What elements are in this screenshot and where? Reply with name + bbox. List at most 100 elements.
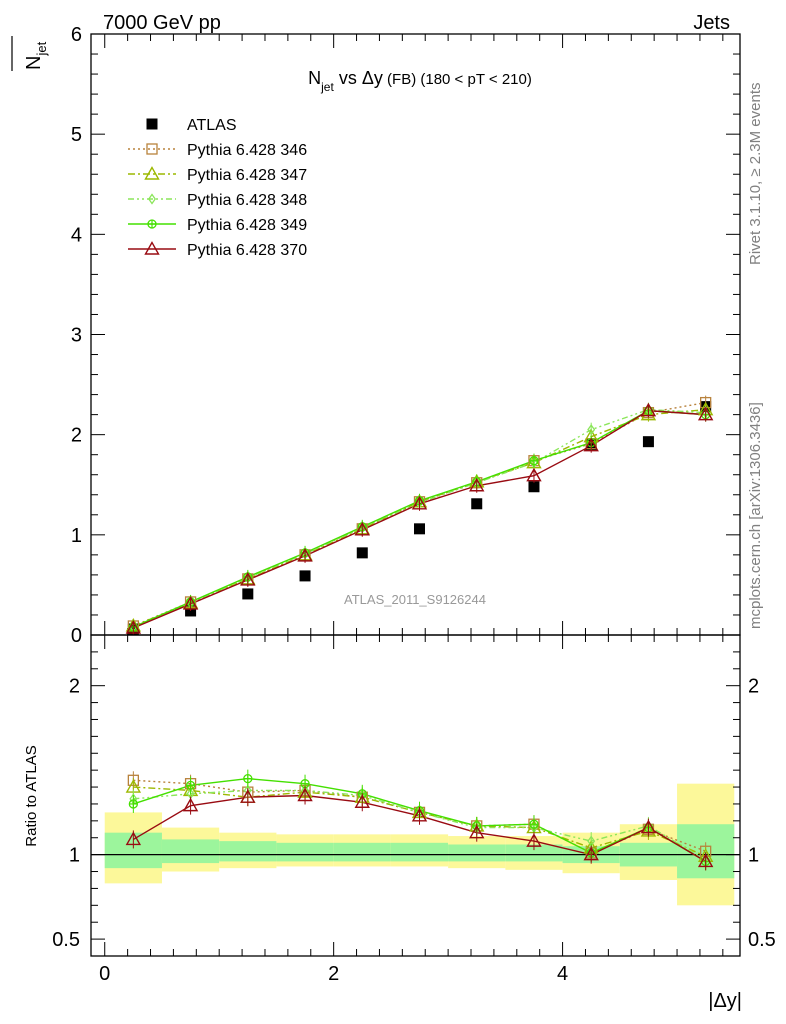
- x-tick-label: 0: [99, 963, 110, 985]
- legend: ATLAS Pythia 6.428 346 Pythia 6.428 347 Pyt…: [128, 117, 307, 259]
- ratio-y-tick-label: 1: [69, 845, 80, 867]
- data-point: [297, 547, 313, 562]
- axis-ticks: [91, 33, 740, 956]
- data-point: [182, 596, 199, 610]
- legend-label: Pythia 6.428 348: [187, 192, 307, 209]
- data-point: [583, 437, 599, 452]
- legend-marker: [146, 143, 158, 155]
- stat-uncertainty-band: [333, 842, 391, 862]
- y-tick-label: 2: [71, 425, 82, 447]
- stat-uncertainty-band: [276, 842, 334, 862]
- series-markers: [125, 395, 714, 871]
- legend-label: Pythia 6.428 370: [187, 242, 307, 259]
- ratio-point: [529, 819, 539, 829]
- stat-uncertainty-band: [505, 844, 563, 862]
- data-point: [640, 402, 657, 417]
- header-left: 7000 GeV pp: [103, 12, 221, 34]
- data-point: [240, 571, 256, 586]
- main-series-line: [133, 408, 706, 627]
- title-mid: vs: [334, 68, 362, 88]
- ratio-point: [300, 779, 310, 789]
- legend-entry: Pythia 6.428 346: [128, 142, 307, 159]
- x-tick-label: 4: [557, 963, 568, 985]
- title-range: (180 < pT < 210): [416, 71, 532, 88]
- ratio-point: [469, 824, 485, 839]
- ratio-y-tick-label: 0.5: [52, 929, 80, 951]
- title-dy: Δy: [362, 68, 383, 88]
- ratio-point: [182, 797, 199, 812]
- data-point: [528, 481, 540, 493]
- title-fb: (FB): [383, 71, 416, 88]
- data-point: [185, 605, 197, 617]
- legend-label: ATLAS: [187, 117, 237, 134]
- ratio-point: [243, 773, 253, 784]
- ratio-point: [411, 807, 428, 822]
- ratio-point: [240, 789, 256, 803]
- legend-marker: [146, 118, 158, 130]
- title-n: N: [308, 68, 321, 88]
- data-point: [526, 467, 542, 482]
- x-tick-label: 2: [328, 963, 339, 985]
- ratio-y-tick-label-right: 2: [748, 676, 759, 698]
- legend-entry: Pythia 6.428 347: [128, 166, 307, 184]
- legend-label: Pythia 6.428 349: [187, 217, 307, 234]
- y-tick-label: 0: [71, 625, 82, 647]
- data-point: [642, 436, 654, 448]
- data-point: [356, 547, 368, 559]
- stat-uncertainty-band: [390, 842, 449, 862]
- ylabel-n: Njet: [23, 41, 49, 70]
- ratio-y-tick-label-right: 1: [748, 845, 759, 867]
- ratio-point: [185, 780, 196, 791]
- data-point: [411, 495, 428, 510]
- legend-entry: Pythia 6.428 370: [128, 241, 307, 259]
- ratio-point: [526, 833, 542, 847]
- legend-label: Pythia 6.428 347: [187, 167, 307, 184]
- title-n-sub: jet: [320, 80, 334, 94]
- data-point: [471, 498, 483, 510]
- data-point: [587, 424, 596, 436]
- legend-entry: ATLAS: [146, 117, 237, 134]
- ratio-point: [125, 831, 142, 846]
- legend-entry: Pythia 6.428 349: [128, 217, 307, 234]
- ratio-point: [297, 787, 313, 802]
- ratio-point: [128, 799, 139, 809]
- data-point: [299, 570, 311, 582]
- y-tick-label: 4: [71, 224, 82, 246]
- y-tick-label: 6: [71, 24, 82, 46]
- stat-uncertainty-band: [219, 841, 277, 862]
- data-point: [242, 588, 254, 600]
- data-point: [529, 456, 539, 466]
- data-point: [125, 620, 142, 634]
- ratio-plot-frame: [90, 634, 741, 957]
- analysis-watermark: ATLAS_2011_S9126244: [344, 592, 486, 607]
- rivet-version-label: Rivet 3.1.10, ≥ 2.3M events: [747, 83, 764, 266]
- ratio-point: [354, 794, 370, 808]
- data-point: [414, 523, 426, 535]
- legend-marker: [144, 241, 160, 255]
- tick-labels: 0 1 2 3 4 5 6 0.5 0.5 1 1 2 2 0 2 4: [52, 24, 776, 985]
- y-tick-label: 3: [71, 325, 82, 347]
- data-point: [469, 477, 485, 492]
- y-tick-label: 5: [71, 124, 82, 146]
- legend-entry: Pythia 6.428 348: [128, 192, 307, 209]
- ratio-point: [583, 846, 599, 861]
- ratio-point: [640, 819, 657, 834]
- header-right: Jets: [693, 12, 730, 34]
- legend-marker: [144, 166, 160, 180]
- data-point: [697, 406, 714, 421]
- ratio-uncertainty-bands: [104, 783, 735, 906]
- plot-title: Njet vs Δy (FB) (180 < pT < 210): [308, 68, 532, 94]
- ratio-point: [697, 853, 714, 868]
- ratio-y-tick-label: 2: [69, 676, 80, 698]
- legend-marker: [147, 219, 157, 229]
- legend-marker: [148, 193, 156, 205]
- x-axis-label: |Δy|: [708, 990, 742, 1012]
- stat-uncertainty-band: [161, 839, 220, 864]
- stat-uncertainty-band: [448, 844, 506, 862]
- mcplots-label: mcplots.cern.ch [arXiv:1306.3436]: [747, 402, 764, 629]
- y-axis-label-ratio: Ratio to ATLAS: [23, 745, 40, 846]
- y-tick-label: 1: [71, 525, 82, 547]
- y-axis-label-top: Njet: [23, 41, 49, 70]
- ratio-y-tick-label-right: 0.5: [748, 929, 776, 951]
- data-point: [354, 521, 370, 536]
